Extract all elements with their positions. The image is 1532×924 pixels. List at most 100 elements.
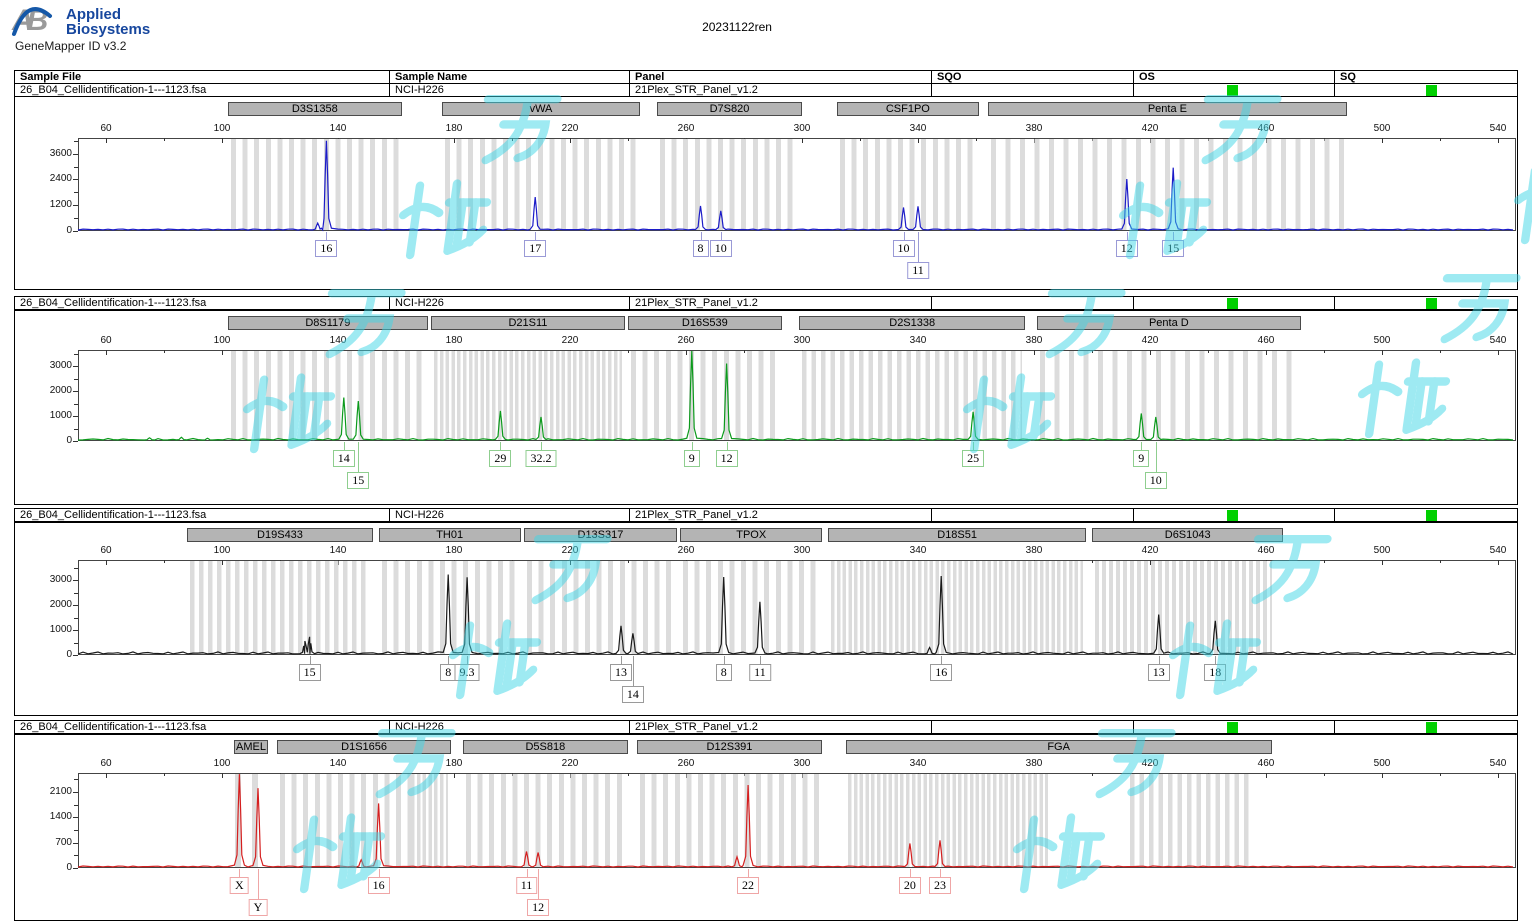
peak-connector: [257, 869, 259, 899]
y-minor-tick-mark: [74, 353, 78, 355]
y-minor-tick-mark: [74, 428, 78, 430]
allele-label: 10: [1144, 472, 1167, 489]
column-header-panel-cell: Panel: [629, 71, 931, 83]
x-tick-label: 420: [1141, 545, 1159, 556]
y-tick-label: 2000: [49, 385, 72, 396]
x-minor-tick-mark: [976, 138, 977, 141]
peak-connector: [535, 232, 537, 240]
sample-name-text: NCI-H226: [395, 721, 444, 733]
column-header-sample-file-cell: Sample File: [15, 71, 389, 83]
y-minor-tick-mark: [74, 403, 78, 405]
allele-label: 13: [610, 664, 633, 681]
marker-box: Penta D: [1036, 316, 1301, 330]
x-tick-mark: [106, 773, 107, 778]
peak-connector: [378, 869, 380, 877]
x-tick-label: 540: [1489, 545, 1507, 556]
peak-connector: [748, 869, 750, 877]
allele-label: 15: [347, 472, 370, 489]
y-minor-tick-mark: [74, 804, 78, 806]
x-minor-tick-mark: [1440, 350, 1441, 353]
electropherogram-trace: [77, 774, 1514, 868]
marker-box: D3S1358: [227, 102, 402, 116]
allele-label: 11: [515, 877, 538, 894]
sq-cell: [1334, 84, 1519, 96]
os-cell: [1133, 509, 1334, 521]
x-minor-tick-mark: [164, 138, 165, 141]
x-minor-tick-mark: [1092, 560, 1093, 563]
x-tick-label: 100: [213, 335, 231, 346]
x-minor-tick-mark: [1092, 773, 1093, 776]
x-tick-label: 540: [1489, 758, 1507, 769]
y-tick-mark: [73, 842, 78, 844]
peak-connector: [343, 442, 345, 450]
x-tick-label: 100: [213, 545, 231, 556]
sample-row: 26_B04_Cellidentification-1---1123.fsa NC…: [14, 296, 1518, 310]
panel-text: Panel: [635, 71, 665, 83]
allele-label: 11: [907, 262, 929, 279]
y-tick-label: 2000: [49, 599, 72, 610]
x-tick-mark: [222, 138, 223, 143]
column-header-sq-cell: SQ: [1334, 71, 1519, 83]
x-minor-tick-mark: [1440, 138, 1441, 141]
marker-box: D7S820: [657, 102, 802, 116]
x-tick-mark: [222, 350, 223, 355]
x-tick-label: 420: [1141, 123, 1159, 134]
marker-box: D1S1656: [277, 740, 452, 754]
x-tick-mark: [1498, 773, 1499, 778]
y-minor-tick-mark: [74, 617, 78, 619]
x-tick-label: 420: [1141, 758, 1159, 769]
os-status-square: [1227, 85, 1238, 96]
marker-box: D2S1338: [799, 316, 1026, 330]
x-tick-mark: [1498, 138, 1499, 143]
peak-connector: [918, 232, 919, 262]
sample-name-text: NCI-H226: [395, 84, 444, 96]
electropherogram-trace: [77, 140, 1514, 232]
peak-connector: [909, 869, 911, 877]
sqo-cell: [931, 84, 1133, 96]
y-tick-mark: [73, 391, 78, 392]
peak-connector: [309, 656, 311, 664]
bin-region: [1039, 351, 1295, 440]
y-tick-mark: [73, 416, 78, 417]
x-tick-label: 180: [445, 123, 463, 134]
allele-label: 8: [692, 240, 709, 257]
x-tick-label: 460: [1257, 335, 1275, 346]
y-tick-mark: [73, 655, 78, 656]
marker-box: D18S51: [828, 528, 1087, 542]
allele-label: 22: [737, 877, 760, 894]
os-cell: [1133, 297, 1334, 309]
bin-region: [433, 351, 623, 440]
x-minor-tick-mark: [1324, 350, 1325, 353]
x-minor-tick-mark: [1440, 773, 1441, 776]
y-minor-tick-mark: [74, 140, 78, 142]
sq-status-square: [1426, 85, 1437, 96]
y-tick-label: 1200: [49, 199, 72, 211]
y-minor-tick-mark: [74, 218, 78, 220]
x-tick-label: 500: [1373, 335, 1391, 346]
allele-label: 15: [298, 664, 321, 681]
sample-file-text: 26_B04_Cellidentification-1---1123.fsa: [20, 721, 207, 733]
allele-label: 16: [930, 664, 953, 681]
y-minor-tick-mark: [74, 567, 78, 569]
x-tick-label: 260: [677, 335, 695, 346]
sq-status-square: [1426, 722, 1437, 733]
sample-file-cell: 26_B04_Cellidentification-1---1123.fsa: [15, 297, 389, 309]
peak-connector: [621, 656, 623, 664]
marker-box: D21S11: [430, 316, 626, 330]
plot-title: 20231122ren: [702, 20, 772, 34]
x-tick-label: 100: [213, 123, 231, 134]
marker-box: CSF1PO: [836, 102, 979, 116]
marker-box: D19S433: [187, 528, 373, 542]
allele-label: Y: [248, 899, 268, 916]
x-tick-label: 140: [329, 545, 347, 556]
x-tick-mark: [1034, 350, 1035, 355]
allele-label: 32.2: [525, 450, 557, 467]
sq-cell: [1334, 509, 1519, 521]
x-tick-label: 60: [100, 335, 112, 346]
y-tick-label: 0: [66, 225, 72, 236]
column-header-os-cell: OS: [1133, 71, 1334, 83]
bin-region: [639, 774, 820, 867]
peak-connector: [467, 656, 469, 664]
allele-label: 16: [315, 240, 338, 257]
x-tick-label: 220: [561, 545, 579, 556]
